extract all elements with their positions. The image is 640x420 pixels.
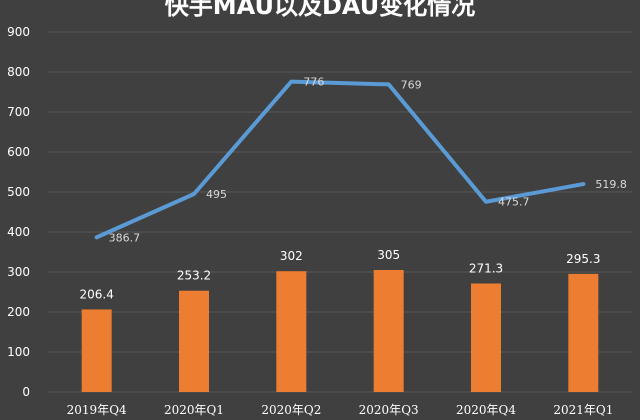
bar — [179, 290, 209, 392]
y-tick-label: 400 — [7, 225, 30, 239]
y-tick-label: 300 — [7, 265, 30, 279]
bar-value-label: 295.3 — [566, 252, 600, 266]
y-tick-label: 200 — [7, 305, 30, 319]
x-tick-label: 2020年Q1 — [164, 403, 224, 417]
line-value-label: 386.7 — [109, 231, 140, 244]
x-tick-label: 2021年Q1 — [553, 403, 613, 417]
bar — [471, 283, 501, 392]
bar — [373, 270, 404, 392]
y-tick-label: 500 — [7, 185, 30, 199]
bar — [568, 273, 599, 392]
bar — [276, 271, 307, 392]
line-value-label: 519.8 — [595, 178, 627, 191]
bar — [81, 309, 112, 392]
bar-value-label: 271.3 — [469, 261, 503, 275]
bar-value-label: 305 — [377, 248, 400, 262]
y-tick-label: 800 — [7, 65, 30, 79]
series-line — [94, 79, 586, 240]
y-tick-label: 600 — [7, 145, 30, 159]
bar-value-label: 302 — [280, 249, 303, 263]
y-tick-label: 0 — [22, 385, 30, 399]
line-value-label: 475.7 — [498, 196, 530, 209]
bar-value-label: 206.4 — [79, 287, 113, 301]
x-tick-label: 2019年Q4 — [67, 403, 127, 417]
line-value-label: 495 — [206, 188, 227, 201]
chart-title: 快手MAU以及DAU变化情况 — [164, 0, 476, 20]
y-tick-label: 700 — [7, 105, 30, 119]
bar-value-label: 253.2 — [177, 269, 211, 283]
y-tick-label: 100 — [7, 345, 30, 359]
x-tick-label: 2020年Q2 — [261, 403, 321, 417]
line-value-label: 769 — [401, 78, 422, 91]
x-tick-label: 2020年Q3 — [359, 403, 419, 417]
line-value-label: 776 — [303, 76, 324, 89]
x-tick-label: 2020年Q4 — [456, 403, 516, 417]
y-tick-label: 900 — [7, 25, 30, 39]
